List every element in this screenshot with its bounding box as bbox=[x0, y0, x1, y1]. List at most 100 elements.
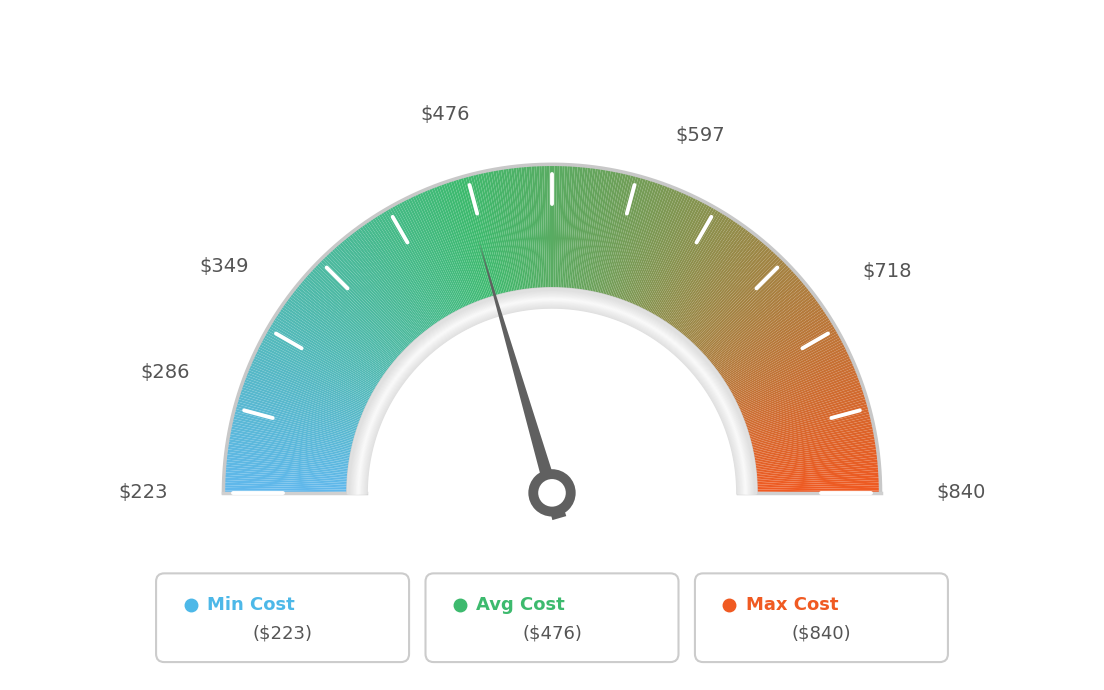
Wedge shape bbox=[315, 264, 405, 352]
Wedge shape bbox=[224, 467, 349, 478]
Wedge shape bbox=[223, 482, 349, 488]
Wedge shape bbox=[321, 257, 411, 348]
Wedge shape bbox=[703, 274, 798, 358]
Wedge shape bbox=[598, 172, 628, 295]
Wedge shape bbox=[470, 174, 503, 295]
Wedge shape bbox=[745, 391, 866, 431]
Wedge shape bbox=[236, 401, 357, 437]
Wedge shape bbox=[756, 488, 881, 491]
Wedge shape bbox=[238, 394, 358, 433]
Wedge shape bbox=[755, 482, 881, 488]
Wedge shape bbox=[633, 191, 684, 306]
Wedge shape bbox=[715, 297, 818, 373]
Wedge shape bbox=[240, 389, 359, 430]
Wedge shape bbox=[331, 248, 416, 342]
Wedge shape bbox=[284, 302, 386, 376]
Wedge shape bbox=[585, 169, 608, 292]
Wedge shape bbox=[359, 226, 434, 328]
Wedge shape bbox=[436, 185, 481, 302]
Wedge shape bbox=[258, 344, 371, 402]
Wedge shape bbox=[754, 446, 878, 466]
Wedge shape bbox=[733, 344, 846, 402]
Wedge shape bbox=[614, 179, 654, 299]
Wedge shape bbox=[537, 164, 544, 289]
Wedge shape bbox=[312, 266, 404, 353]
Wedge shape bbox=[237, 396, 358, 435]
Wedge shape bbox=[234, 406, 355, 441]
Wedge shape bbox=[405, 198, 463, 310]
Wedge shape bbox=[296, 286, 394, 366]
Wedge shape bbox=[242, 382, 360, 425]
Wedge shape bbox=[624, 186, 670, 303]
Wedge shape bbox=[735, 351, 849, 406]
Wedge shape bbox=[265, 330, 375, 393]
Wedge shape bbox=[463, 176, 498, 297]
Wedge shape bbox=[571, 166, 585, 290]
Wedge shape bbox=[567, 166, 581, 290]
Wedge shape bbox=[740, 365, 856, 415]
Wedge shape bbox=[496, 169, 519, 292]
Wedge shape bbox=[412, 195, 467, 308]
Wedge shape bbox=[279, 308, 383, 380]
Wedge shape bbox=[282, 304, 385, 377]
Circle shape bbox=[529, 469, 575, 517]
Wedge shape bbox=[675, 230, 752, 331]
Wedge shape bbox=[269, 324, 378, 389]
Wedge shape bbox=[735, 348, 848, 404]
Wedge shape bbox=[388, 208, 452, 317]
Text: $286: $286 bbox=[141, 363, 190, 382]
Wedge shape bbox=[264, 333, 374, 395]
Wedge shape bbox=[750, 413, 871, 445]
Wedge shape bbox=[739, 362, 854, 413]
Wedge shape bbox=[736, 353, 850, 408]
Wedge shape bbox=[354, 228, 431, 330]
Wedge shape bbox=[361, 224, 435, 327]
Wedge shape bbox=[588, 170, 614, 293]
Wedge shape bbox=[460, 177, 497, 297]
Wedge shape bbox=[255, 351, 369, 406]
Wedge shape bbox=[521, 166, 534, 290]
Wedge shape bbox=[666, 219, 736, 324]
Wedge shape bbox=[630, 189, 680, 305]
Wedge shape bbox=[680, 238, 762, 336]
Wedge shape bbox=[233, 413, 354, 445]
Wedge shape bbox=[450, 179, 490, 299]
Wedge shape bbox=[716, 299, 819, 375]
Wedge shape bbox=[323, 255, 412, 346]
Wedge shape bbox=[270, 321, 379, 388]
Wedge shape bbox=[273, 317, 380, 385]
Wedge shape bbox=[247, 367, 364, 416]
Wedge shape bbox=[232, 419, 353, 448]
Wedge shape bbox=[506, 167, 524, 291]
Wedge shape bbox=[713, 291, 814, 369]
Wedge shape bbox=[747, 401, 868, 437]
Wedge shape bbox=[473, 173, 505, 295]
Wedge shape bbox=[682, 239, 764, 337]
Wedge shape bbox=[626, 186, 673, 304]
Wedge shape bbox=[428, 188, 477, 304]
Wedge shape bbox=[254, 353, 368, 408]
Wedge shape bbox=[690, 252, 777, 344]
Wedge shape bbox=[607, 177, 644, 297]
Wedge shape bbox=[755, 475, 880, 483]
Wedge shape bbox=[407, 197, 464, 310]
Wedge shape bbox=[500, 168, 522, 292]
Wedge shape bbox=[563, 165, 573, 290]
Wedge shape bbox=[601, 174, 634, 295]
Wedge shape bbox=[337, 243, 420, 339]
Wedge shape bbox=[671, 227, 747, 329]
Wedge shape bbox=[344, 237, 425, 335]
Wedge shape bbox=[622, 184, 666, 302]
Wedge shape bbox=[351, 232, 428, 332]
Wedge shape bbox=[326, 253, 413, 346]
Wedge shape bbox=[749, 406, 870, 441]
Wedge shape bbox=[742, 372, 859, 420]
FancyBboxPatch shape bbox=[694, 573, 948, 662]
Wedge shape bbox=[566, 165, 577, 290]
Wedge shape bbox=[702, 272, 797, 357]
Wedge shape bbox=[256, 348, 369, 404]
Wedge shape bbox=[623, 185, 668, 302]
Wedge shape bbox=[241, 384, 360, 427]
Wedge shape bbox=[640, 197, 697, 310]
Wedge shape bbox=[458, 177, 496, 297]
